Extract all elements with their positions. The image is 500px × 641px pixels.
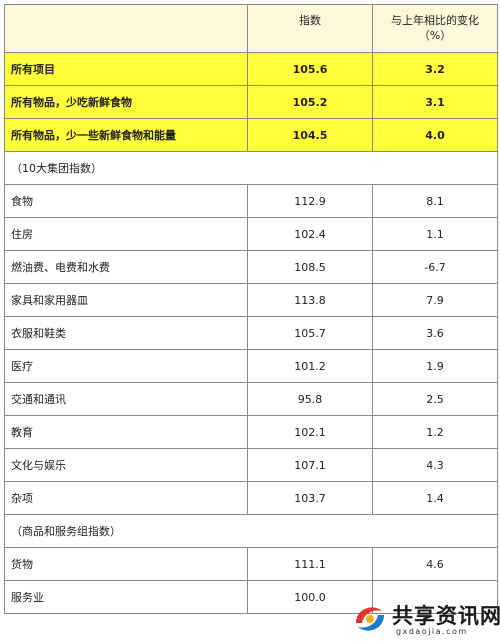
row-label: 食物 (4, 184, 248, 218)
row-label: 衣服和鞋类 (4, 316, 248, 350)
table-row: 杂项 103.7 1.4 (4, 481, 498, 515)
row-change: 1.1 (372, 217, 498, 251)
row-change: 3.6 (372, 316, 498, 350)
row-change: 4.6 (372, 547, 498, 581)
cpi-table: 指数 与上年相比的变化 （%） 所有项目 105.6 3.2 所有物品，少吃新鲜… (4, 4, 498, 614)
row-change: 3.2 (372, 52, 498, 86)
row-index: 107.1 (247, 448, 373, 482)
row-change (372, 580, 498, 614)
row-index: 100.0 (247, 580, 373, 614)
row-change: 7.9 (372, 283, 498, 317)
row-index: 105.2 (247, 85, 373, 119)
table-row-highlight: 所有物品，少吃新鲜食物 105.2 3.1 (4, 85, 498, 119)
row-label: 货物 (4, 547, 248, 581)
section-title-row: （商品和服务组指数） (4, 514, 498, 548)
section-title-goods: （商品和服务组指数） (4, 514, 498, 548)
row-index: 101.2 (247, 349, 373, 383)
table-row: 医疗 101.2 1.9 (4, 349, 498, 383)
table-row: 衣服和鞋类 105.7 3.6 (4, 316, 498, 350)
row-index: 104.5 (247, 118, 373, 152)
header-item-cell (4, 4, 248, 53)
row-change: -6.7 (372, 250, 498, 284)
watermark-logo-icon (356, 607, 384, 631)
table-row-highlight: 所有项目 105.6 3.2 (4, 52, 498, 86)
header-index-cell: 指数 (247, 4, 373, 53)
row-index: 111.1 (247, 547, 373, 581)
row-index: 103.7 (247, 481, 373, 515)
table-row: 货物 111.1 4.6 (4, 547, 498, 581)
row-index: 95.8 (247, 382, 373, 416)
row-label: 杂项 (4, 481, 248, 515)
row-index: 102.1 (247, 415, 373, 449)
row-change: 1.9 (372, 349, 498, 383)
table-row-highlight: 所有物品，少一些新鲜食物和能量 104.5 4.0 (4, 118, 498, 152)
row-change: 4.3 (372, 448, 498, 482)
row-label: 所有项目 (4, 52, 248, 86)
table-row: 服务业 100.0 (4, 580, 498, 614)
table-row: 交通和通讯 95.8 2.5 (4, 382, 498, 416)
row-label: 服务业 (4, 580, 248, 614)
row-label: 交通和通讯 (4, 382, 248, 416)
watermark-url: gxdaojia.com (396, 627, 468, 636)
row-change: 3.1 (372, 85, 498, 119)
row-index: 105.7 (247, 316, 373, 350)
row-label: 医疗 (4, 349, 248, 383)
section-title-row: （10大集团指数） (4, 151, 498, 185)
watermark-title: 共享资讯网 (392, 604, 500, 628)
row-change: 1.4 (372, 481, 498, 515)
row-change: 4.0 (372, 118, 498, 152)
row-label: 所有物品，少一些新鲜食物和能量 (4, 118, 248, 152)
row-label: 住房 (4, 217, 248, 251)
table-header-row: 指数 与上年相比的变化 （%） (4, 4, 498, 53)
table-row: 文化与娱乐 107.1 4.3 (4, 448, 498, 482)
row-index: 105.6 (247, 52, 373, 86)
table-row: 家具和家用器皿 113.8 7.9 (4, 283, 498, 317)
row-index: 112.9 (247, 184, 373, 218)
row-change: 8.1 (372, 184, 498, 218)
row-label: 文化与娱乐 (4, 448, 248, 482)
row-change: 1.2 (372, 415, 498, 449)
table-row: 教育 102.1 1.2 (4, 415, 498, 449)
row-label: 燃油费、电费和水费 (4, 250, 248, 284)
header-change-line2: （%） (418, 29, 452, 42)
row-label: 家具和家用器皿 (4, 283, 248, 317)
row-label: 教育 (4, 415, 248, 449)
table-row: 住房 102.4 1.1 (4, 217, 498, 251)
row-label: 所有物品，少吃新鲜食物 (4, 85, 248, 119)
section-title-groups: （10大集团指数） (4, 151, 498, 185)
table-row: 燃油费、电费和水费 108.5 -6.7 (4, 250, 498, 284)
header-change-cell: 与上年相比的变化 （%） (372, 4, 498, 53)
table-row: 食物 112.9 8.1 (4, 184, 498, 218)
row-index: 113.8 (247, 283, 373, 317)
header-change-line1: 与上年相比的变化 (391, 14, 479, 27)
site-watermark: 共享资讯网 gxdaojia.com (352, 598, 500, 641)
row-index: 102.4 (247, 217, 373, 251)
row-change: 2.5 (372, 382, 498, 416)
row-index: 108.5 (247, 250, 373, 284)
